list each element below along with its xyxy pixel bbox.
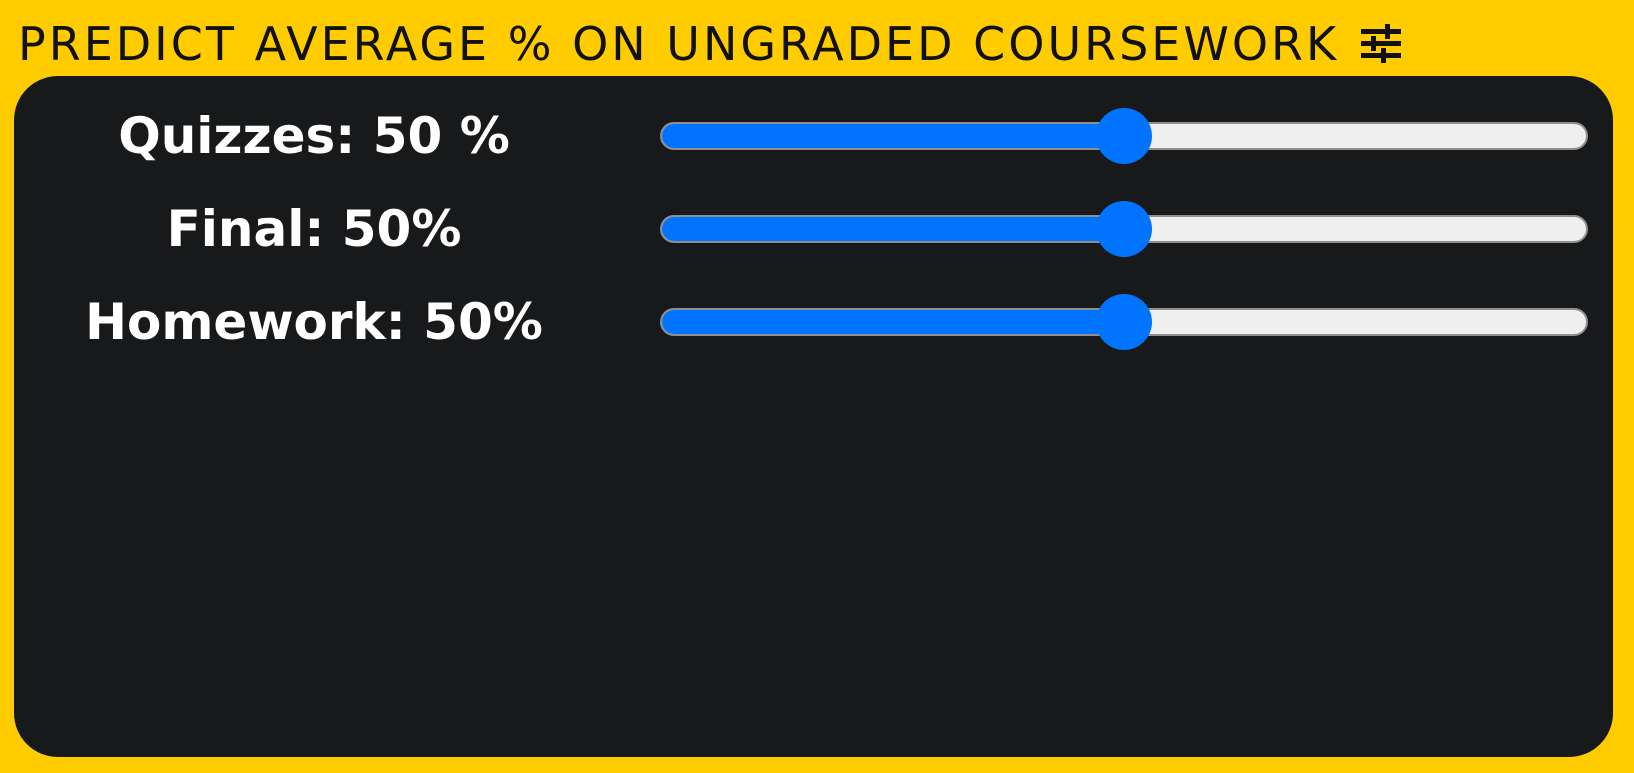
coursework-panel: Quizzes: 50 % Final: 50% Homework: 50% [14,76,1613,757]
homework-label: Homework: 50% [85,293,543,351]
slider-row-homework: Homework: 50% [14,282,1613,362]
final-label: Final: 50% [166,200,462,258]
page-title: PREDICT AVERAGE % ON UNGRADED COURSEWORK [18,17,1340,71]
final-slider-thumb[interactable] [1096,201,1152,257]
quizzes-label: Quizzes: 50 % [118,107,510,165]
sliders-icon[interactable] [1359,22,1403,66]
final-slider[interactable] [660,201,1588,257]
quizzes-slider-thumb[interactable] [1096,108,1152,164]
quizzes-slider-fill [662,124,1124,148]
final-slider-fill [662,217,1124,241]
slider-row-final: Final: 50% [14,189,1613,269]
homework-slider-thumb[interactable] [1096,294,1152,350]
homework-slider-fill [662,310,1124,334]
slider-row-quizzes: Quizzes: 50 % [14,96,1613,176]
homework-slider[interactable] [660,294,1588,350]
quizzes-slider[interactable] [660,108,1588,164]
header: PREDICT AVERAGE % ON UNGRADED COURSEWORK [18,14,1403,74]
